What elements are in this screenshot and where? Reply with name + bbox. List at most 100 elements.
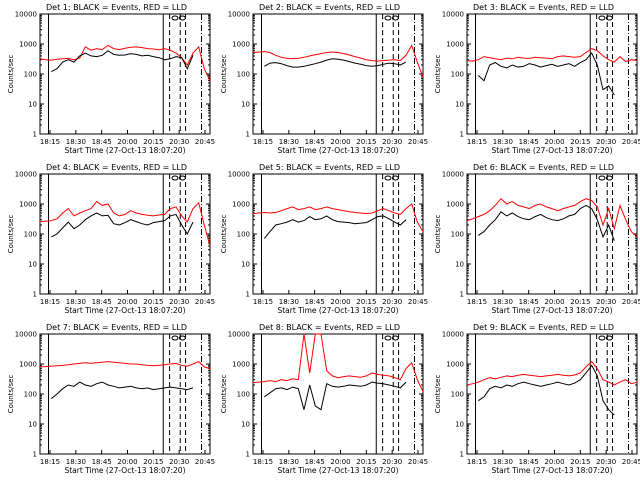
y-tick-label: 10000 <box>228 331 250 339</box>
y-tick-label: 1000 <box>446 41 464 49</box>
x-tick-label: 18:15 <box>40 298 60 306</box>
x-tick-label: 20:15 <box>143 298 163 306</box>
x-tick-label: 20:15 <box>356 298 376 306</box>
y-tick-label: 10 <box>241 421 250 429</box>
marker-symbol <box>384 335 392 341</box>
x-axis-label: Start Time (27-Oct-13 18:07:20) <box>277 146 398 155</box>
marker-symbol <box>598 175 606 181</box>
series-events <box>264 381 407 411</box>
x-tick-label: 18:45 <box>92 298 112 306</box>
x-axis-label: Start Time (27-Oct-13 18:07:20) <box>277 466 398 475</box>
x-tick-label: 20:00 <box>330 298 350 306</box>
x-axis-label: Start Time (27-Oct-13 18:07:20) <box>491 466 612 475</box>
x-tick-label: 20:45 <box>195 138 215 146</box>
y-tick-label: 1 <box>460 131 464 139</box>
marker-symbol <box>384 15 392 21</box>
x-tick-label: 18:45 <box>519 138 539 146</box>
y-tick-label: 10 <box>28 261 37 269</box>
plot-frame <box>252 13 424 135</box>
panel-title: Det 5: BLACK = Events, RED = LLD <box>259 163 400 172</box>
panel-title: Det 9: BLACK = Events, RED = LLD <box>473 323 614 332</box>
panel-title: Det 6: BLACK = Events, RED = LLD <box>473 163 614 172</box>
series-events <box>263 215 407 239</box>
y-tick-label: 10000 <box>228 171 250 179</box>
y-tick-label: 100 <box>237 231 250 239</box>
series-events <box>477 52 615 96</box>
x-tick-label: 20:45 <box>195 298 215 306</box>
x-tick-label: 20:15 <box>356 458 376 466</box>
x-tick-label: 18:30 <box>493 458 513 466</box>
y-tick-label: 10000 <box>15 11 37 19</box>
y-tick-label: 10000 <box>15 171 37 179</box>
panel-1: Det 1: BLACK = Events, RED = LLD 1 10 100 10… <box>7 3 215 155</box>
series-lld <box>466 360 638 386</box>
x-tick-label: 20:00 <box>544 138 564 146</box>
panel-9: Det 9: BLACK = Events, RED = LLD 1 10 100 10… <box>434 323 640 475</box>
y-tick-label: 10000 <box>15 331 37 339</box>
x-tick-label: 18:15 <box>40 138 60 146</box>
y-tick-label: 10000 <box>228 11 250 19</box>
y-tick-label: 10000 <box>442 11 464 19</box>
x-tick-label: 20:30 <box>596 298 616 306</box>
panel-title: Det 4: BLACK = Events, RED = LLD <box>46 163 187 172</box>
y-tick-label: 10 <box>28 421 37 429</box>
x-axis-label: Start Time (27-Oct-13 18:07:20) <box>64 146 185 155</box>
x-tick-label: 20:15 <box>356 138 376 146</box>
panel-5: Det 5: BLACK = Events, RED = LLD 1 10 100 10… <box>220 163 428 315</box>
x-axis-label: Start Time (27-Oct-13 18:07:20) <box>64 306 185 315</box>
series-lld <box>466 48 638 63</box>
marker-symbol <box>178 175 186 181</box>
y-tick-label: 10 <box>455 101 464 109</box>
series-events <box>264 58 407 68</box>
y-tick-label: 1000 <box>232 201 250 209</box>
marker-symbol <box>171 175 179 181</box>
marker-symbol <box>605 335 613 341</box>
series-lld <box>252 203 424 232</box>
marker-symbol <box>391 335 399 341</box>
x-tick-label: 20:30 <box>382 298 402 306</box>
panel-title: Det 7: BLACK = Events, RED = LLD <box>46 323 187 332</box>
x-tick-label: 20:30 <box>169 298 189 306</box>
y-tick-label: 1000 <box>446 201 464 209</box>
y-tick-label: 100 <box>451 391 464 399</box>
x-tick-label: 18:45 <box>519 298 539 306</box>
x-tick-label: 20:30 <box>382 138 402 146</box>
y-axis-label: Counts/sec <box>220 215 228 254</box>
plot-frame <box>39 333 211 455</box>
x-tick-label: 20:45 <box>622 458 640 466</box>
x-tick-label: 18:30 <box>66 298 86 306</box>
y-tick-label: 1 <box>246 291 250 299</box>
x-axis-label: Start Time (27-Oct-13 18:07:20) <box>491 306 612 315</box>
series-events <box>478 204 615 241</box>
x-tick-label: 18:15 <box>40 458 60 466</box>
plot-frame <box>466 13 638 135</box>
panel-title: Det 3: BLACK = Events, RED = LLD <box>473 3 614 12</box>
x-tick-label: 20:30 <box>169 458 189 466</box>
marker-symbol <box>171 335 179 341</box>
marker-symbol <box>171 15 179 21</box>
x-tick-label: 20:00 <box>330 458 350 466</box>
panel-3: Det 3: BLACK = Events, RED = LLD 1 10 100 10… <box>434 3 640 155</box>
y-tick-label: 1 <box>246 131 250 139</box>
y-axis-label: Counts/sec <box>220 375 228 414</box>
y-tick-label: 1 <box>460 291 464 299</box>
y-tick-label: 1 <box>460 451 464 459</box>
y-axis-label: Counts/sec <box>434 55 442 94</box>
y-tick-label: 10 <box>455 421 464 429</box>
x-tick-label: 20:15 <box>570 138 590 146</box>
series-lld <box>39 361 211 370</box>
series-lld <box>252 333 424 392</box>
marker-symbol <box>598 15 606 21</box>
y-tick-label: 100 <box>451 71 464 79</box>
x-tick-label: 20:45 <box>408 138 428 146</box>
y-tick-label: 100 <box>24 391 37 399</box>
x-axis-label: Start Time (27-Oct-13 18:07:20) <box>64 466 185 475</box>
x-axis-label: Start Time (27-Oct-13 18:07:20) <box>491 146 612 155</box>
x-tick-label: 18:15 <box>467 138 487 146</box>
series-events <box>51 212 194 238</box>
x-tick-label: 18:15 <box>253 298 273 306</box>
y-tick-label: 100 <box>237 71 250 79</box>
x-tick-label: 20:00 <box>544 458 564 466</box>
y-tick-label: 1 <box>33 131 37 139</box>
